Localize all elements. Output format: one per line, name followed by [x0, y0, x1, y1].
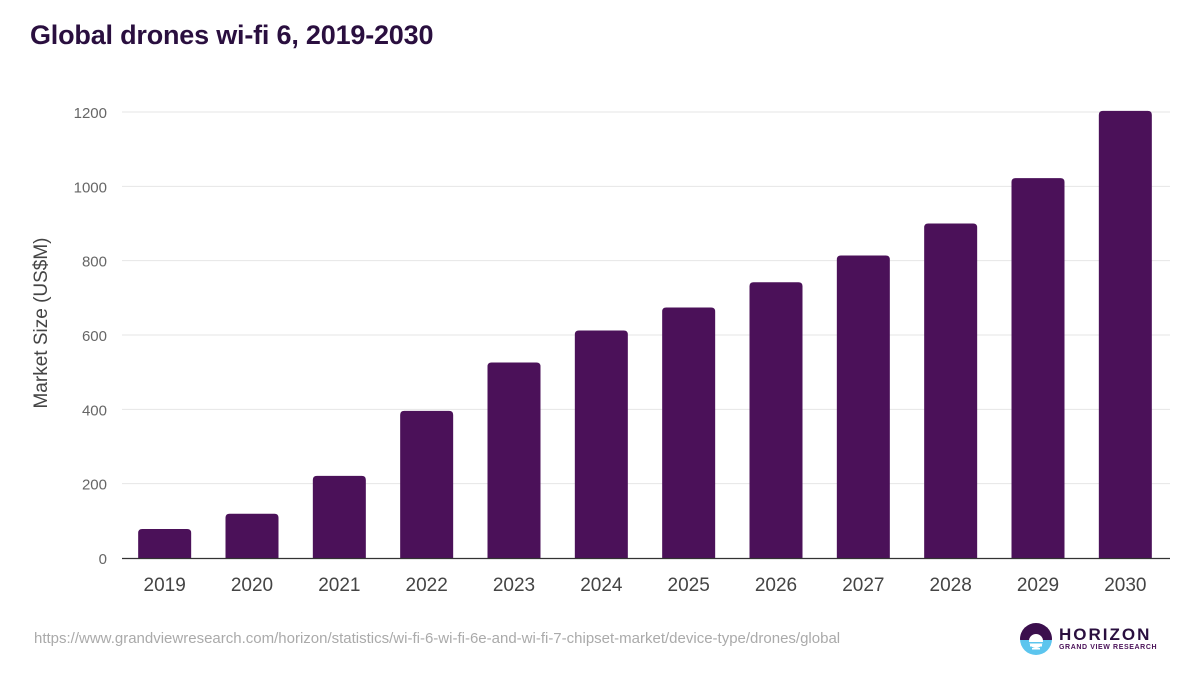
- bar-2025[interactable]: [662, 307, 716, 558]
- horizon-logo: HORIZON GRAND VIEW RESEARCH: [1019, 622, 1159, 658]
- y-tick-label: 200: [82, 477, 107, 494]
- bar-2023[interactable]: [487, 362, 541, 558]
- y-axis-label: Market Size (US$M): [31, 237, 52, 408]
- y-tick-label: 400: [82, 402, 107, 419]
- bar-2026[interactable]: [749, 282, 803, 558]
- x-tick-label: 2019: [144, 575, 186, 596]
- y-tick-label: 800: [82, 254, 107, 271]
- x-tick-label: 2026: [755, 575, 797, 596]
- x-tick-label: 2027: [842, 575, 884, 596]
- y-tick-label: 0: [99, 551, 107, 568]
- x-tick-label: 2030: [1104, 575, 1146, 596]
- bars: [138, 110, 1152, 559]
- chart-title: Global drones wi-fi 6, 2019-2030: [30, 20, 434, 50]
- x-tick-label: 2028: [930, 575, 972, 596]
- x-tick-label: 2020: [231, 575, 273, 596]
- source-url[interactable]: https://www.grandviewresearch.com/horizo…: [34, 630, 841, 647]
- bar-2027[interactable]: [836, 255, 890, 559]
- x-tick-label: 2021: [318, 575, 360, 596]
- y-axis-ticks: 0 200 400 600 800 1000 1200: [74, 105, 107, 568]
- bar-2024[interactable]: [574, 330, 628, 558]
- bar-2030[interactable]: [1098, 110, 1152, 558]
- y-tick-label: 1200: [74, 105, 107, 122]
- x-tick-label: 2024: [580, 575, 623, 596]
- x-tick-label: 2029: [1017, 575, 1059, 596]
- bar-2022[interactable]: [400, 410, 454, 558]
- x-tick-label: 2025: [668, 575, 710, 596]
- bar-2029[interactable]: [1011, 178, 1065, 558]
- horizon-logo-icon: [1020, 623, 1052, 655]
- x-tick-label: 2022: [406, 575, 448, 596]
- logo-subtitle: GRAND VIEW RESEARCH: [1059, 644, 1158, 651]
- y-tick-label: 1000: [74, 179, 107, 196]
- x-tick-label: 2023: [493, 575, 535, 596]
- bar-2019[interactable]: [138, 529, 192, 558]
- logo-name: HORIZON: [1059, 625, 1152, 644]
- x-axis-ticks: 2019 2020 2021 2022 2023 2024 2025 2026 2027 2028…: [144, 575, 1147, 596]
- bar-2020[interactable]: [225, 513, 279, 558]
- bar-2021[interactable]: [312, 475, 366, 558]
- bar-2028[interactable]: [924, 223, 978, 559]
- gridlines: [122, 111, 1170, 485]
- y-tick-label: 600: [82, 328, 107, 345]
